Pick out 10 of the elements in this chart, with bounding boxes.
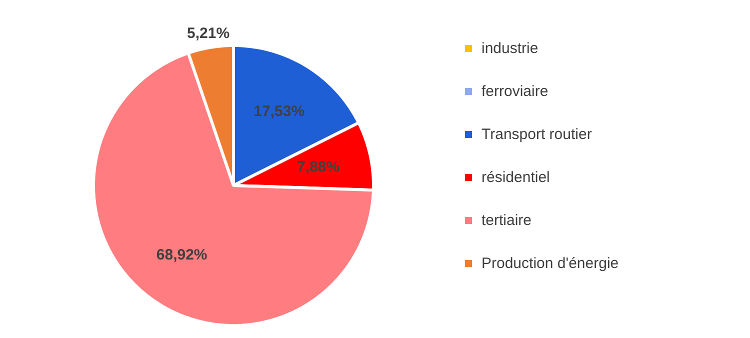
data-label: 5,21% [187,25,230,42]
legend-label: Transport routier [482,126,592,143]
data-label: 17,53% [254,103,305,120]
data-label: 7,88% [297,158,340,176]
legend-label: Production d'énergie [482,255,619,272]
legend-label: résidentiel [482,169,550,186]
legend-label: industrie [482,40,538,57]
data-label: 68,92% [156,246,208,264]
legend-label: tertiaire [482,212,532,229]
legend-label: ferroviaire [482,83,548,100]
